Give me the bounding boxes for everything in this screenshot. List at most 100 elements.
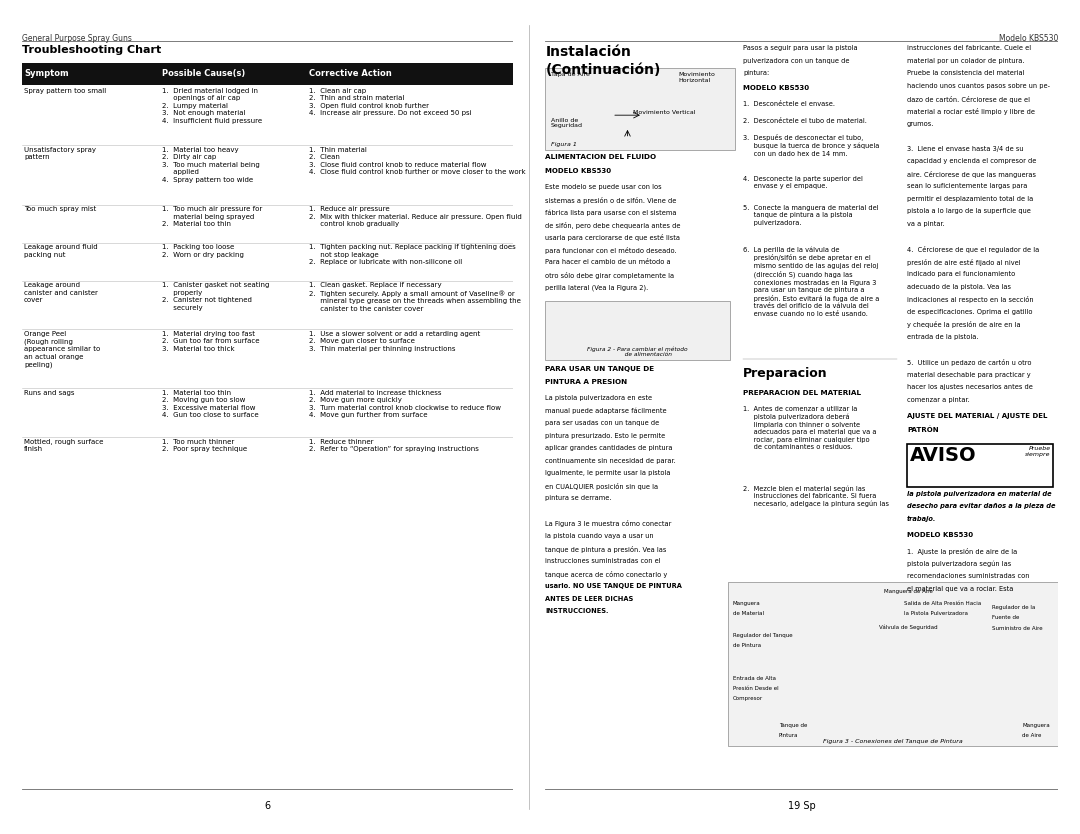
Text: Orange Peel
(Rough rolling
appearance similar to
an actual orange
peeling): Orange Peel (Rough rolling appearance si… — [24, 331, 100, 368]
Text: material a rociar esté limpio y libre de: material a rociar esté limpio y libre de — [907, 108, 1035, 115]
Text: Movimiento
Horizontal: Movimiento Horizontal — [678, 72, 716, 83]
Text: 1.  Material drying too fast
2.  Gun too far from surface
3.  Material too thick: 1. Material drying too fast 2. Gun too f… — [162, 331, 259, 352]
Text: Movimiento Vertical: Movimiento Vertical — [633, 110, 696, 115]
Text: desecho para evitar daños a la pieza de: desecho para evitar daños a la pieza de — [907, 503, 1055, 510]
Text: 2.  Mezcle bien el material según las
     instrucciones del fabricante. Si fuer: 2. Mezcle bien el material según las ins… — [743, 485, 889, 507]
Text: dazo de cartón. Cérciorese de que el: dazo de cartón. Cérciorese de que el — [907, 96, 1030, 103]
Text: para funcionar con el método deseado.: para funcionar con el método deseado. — [545, 247, 677, 254]
Text: pulverizadora con un tanque de: pulverizadora con un tanque de — [743, 58, 849, 64]
Text: de especificaciones. Oprima el gatillo: de especificaciones. Oprima el gatillo — [907, 309, 1032, 314]
Text: 2.  Desconéctele el tubo de material.: 2. Desconéctele el tubo de material. — [743, 118, 867, 123]
Text: AJUSTE DEL MATERIAL / AJUSTE DEL: AJUSTE DEL MATERIAL / AJUSTE DEL — [907, 413, 1048, 419]
Text: la pistola cuando vaya a usar un: la pistola cuando vaya a usar un — [545, 533, 654, 539]
Text: Figura 2 - Para cambiar el método
           de alimentación: Figura 2 - Para cambiar el método de ali… — [588, 346, 688, 358]
Text: 1.  Tighten packing nut. Replace packing if tightening does
     not stop leakag: 1. Tighten packing nut. Replace packing … — [309, 244, 516, 265]
Text: Leakage around fluid
packing nut: Leakage around fluid packing nut — [24, 244, 97, 258]
Text: 6.  La perilla de la válvula de
     presión/sifón se debe apretar en el
     mi: 6. La perilla de la válvula de presión/s… — [743, 246, 879, 317]
Text: Regulador de la: Regulador de la — [991, 605, 1035, 610]
Text: Mottled, rough surface
finish: Mottled, rough surface finish — [24, 439, 104, 452]
Text: 5.  Conecte la manguera de material del
     tanque de pintura a la pistola
    : 5. Conecte la manguera de material del t… — [743, 204, 878, 225]
Bar — [22, 63, 513, 84]
Text: Válvula de Seguridad: Válvula de Seguridad — [879, 625, 937, 631]
Text: 3.  Después de desconectar el tubo,
     busque la tuerca de bronce y sáquela
  : 3. Después de desconectar el tubo, busqu… — [743, 134, 879, 157]
Text: recomendaciones suministradas con: recomendaciones suministradas con — [907, 573, 1029, 579]
Text: Pasos a seguir para usar la pistola: Pasos a seguir para usar la pistola — [743, 45, 858, 52]
Text: tanque acerca de cómo conectarlo y: tanque acerca de cómo conectarlo y — [545, 570, 667, 578]
Text: ANTES DE LEER DICHAS: ANTES DE LEER DICHAS — [545, 595, 634, 602]
Text: 1.  Clean gasket. Replace if necessary
2.  Tighten securely. Apply a small amoun: 1. Clean gasket. Replace if necessary 2.… — [309, 282, 521, 312]
Text: Manguera: Manguera — [732, 601, 760, 606]
Text: 4.  Desconecte la parte superior del
     envase y el empaque.: 4. Desconecte la parte superior del enva… — [743, 175, 863, 189]
Text: 19 Sp: 19 Sp — [788, 801, 815, 811]
Text: material desechable para practicar y: material desechable para practicar y — [907, 371, 1030, 378]
Text: MODELO KBS530: MODELO KBS530 — [545, 168, 611, 174]
Text: adecuado de la pistola. Vea las: adecuado de la pistola. Vea las — [907, 284, 1011, 289]
Text: indicaciones al respecto en la sección: indicaciones al respecto en la sección — [907, 296, 1034, 304]
Text: 1.  Dried material lodged in
     openings of air cap
2.  Lumpy material
3.  Not: 1. Dried material lodged in openings of … — [162, 88, 261, 123]
Text: grumos.: grumos. — [907, 121, 934, 127]
Text: trabajo.: trabajo. — [907, 515, 936, 522]
Text: la Pistola Pulverizadora: la Pistola Pulverizadora — [905, 611, 969, 616]
Text: Pintura: Pintura — [779, 733, 798, 738]
Text: 1.  Use a slower solvent or add a retarding agent
2.  Move gun closer to surface: 1. Use a slower solvent or add a retardi… — [309, 331, 481, 352]
Text: la pistola pulverizadora en material de: la pistola pulverizadora en material de — [907, 490, 1052, 497]
Text: 1.  Ajuste la presión de aire de la: 1. Ajuste la presión de aire de la — [907, 548, 1017, 555]
Text: Para hacer el cambio de un método a: Para hacer el cambio de un método a — [545, 259, 671, 265]
Text: Too much spray mist: Too much spray mist — [24, 206, 96, 212]
Text: Pruebe
siempre: Pruebe siempre — [1025, 446, 1051, 457]
Text: 4.  Cérciorese de que el regulador de la: 4. Cérciorese de que el regulador de la — [907, 246, 1039, 253]
Text: fábrica lista para usarse con el sistema: fábrica lista para usarse con el sistema — [545, 209, 677, 216]
Text: en CUALQUIER posición sin que la: en CUALQUIER posición sin que la — [545, 483, 659, 490]
Text: capacidad y encienda el compresor de: capacidad y encienda el compresor de — [907, 158, 1037, 164]
Text: entrada de la pistola.: entrada de la pistola. — [907, 334, 978, 340]
Text: otro sólo debe girar completamente la: otro sólo debe girar completamente la — [545, 272, 675, 279]
Text: Spray pattern too small: Spray pattern too small — [24, 88, 106, 93]
Text: usarlo. NO USE TANQUE DE PINTURA: usarlo. NO USE TANQUE DE PINTURA — [545, 583, 683, 589]
Bar — [545, 68, 735, 150]
Text: pistola pulverizadora según las: pistola pulverizadora según las — [907, 560, 1011, 567]
Text: La pistola pulverizadora en este: La pistola pulverizadora en este — [545, 395, 652, 401]
Text: Tanque de: Tanque de — [779, 723, 807, 728]
Text: 1.  Packing too loose
2.  Worn or dry packing: 1. Packing too loose 2. Worn or dry pack… — [162, 244, 243, 258]
Text: Regulador del Tanque: Regulador del Tanque — [732, 632, 793, 637]
Text: de Pintura: de Pintura — [732, 643, 760, 648]
Text: tanque de pintura a presión. Vea las: tanque de pintura a presión. Vea las — [545, 545, 666, 553]
Text: pintura se derrame.: pintura se derrame. — [545, 495, 612, 501]
Text: Fuente de: Fuente de — [991, 615, 1020, 620]
Text: ALIMENTACION DEL FLUIDO: ALIMENTACION DEL FLUIDO — [545, 154, 657, 160]
Text: INSTRUCCIONES.: INSTRUCCIONES. — [545, 608, 609, 615]
Text: Modelo KBS530: Modelo KBS530 — [999, 34, 1058, 43]
Text: 1.  Desconéctele el envase.: 1. Desconéctele el envase. — [743, 101, 835, 107]
Text: 1.  Add material to increase thickness
2.  Move gun more quickly
3.  Turn materi: 1. Add material to increase thickness 2.… — [309, 390, 501, 419]
Text: instrucciones del fabricante. Cuele el: instrucciones del fabricante. Cuele el — [907, 45, 1031, 52]
Text: instrucciones suministradas con el: instrucciones suministradas con el — [545, 558, 661, 564]
Text: 1.  Material too thin
2.  Moving gun too slow
3.  Excessive material flow
4.  Gu: 1. Material too thin 2. Moving gun too s… — [162, 390, 258, 419]
Text: Igualmente, le permite usar la pistola: Igualmente, le permite usar la pistola — [545, 470, 671, 476]
Text: 1.  Material too heavy
2.  Dirty air cap
3.  Too much material being
     applie: 1. Material too heavy 2. Dirty air cap 3… — [162, 147, 259, 183]
Text: indicado para el funcionamiento: indicado para el funcionamiento — [907, 271, 1015, 277]
Text: pintura presurizado. Esto le permite: pintura presurizado. Esto le permite — [545, 433, 665, 439]
Text: 1.  Too much thinner
2.  Poor spray technique: 1. Too much thinner 2. Poor spray techni… — [162, 439, 246, 452]
Text: sean lo suficientemente largas para: sean lo suficientemente largas para — [907, 183, 1027, 189]
Bar — [545, 301, 730, 359]
Text: usarla para cerciorarse de que esté lista: usarla para cerciorarse de que esté list… — [545, 234, 680, 241]
Text: Anillo de
Seguridad: Anillo de Seguridad — [551, 118, 582, 128]
Text: pistola a lo largo de la superficie que: pistola a lo largo de la superficie que — [907, 208, 1031, 214]
Text: Figura 3 - Conexiones del Tanque de Pintura: Figura 3 - Conexiones del Tanque de Pint… — [823, 739, 963, 744]
Text: sistemas a presión o de sifón. Viene de: sistemas a presión o de sifón. Viene de — [545, 197, 677, 203]
Text: PATRÓN: PATRÓN — [907, 426, 939, 433]
Text: comenzar a pintar.: comenzar a pintar. — [907, 397, 970, 403]
Text: Unsatisfactory spray
pattern: Unsatisfactory spray pattern — [24, 147, 96, 160]
Text: AVISO: AVISO — [909, 446, 976, 465]
Text: Presión Desde el: Presión Desde el — [732, 686, 779, 691]
Text: 1.  Reduce thinner
2.  Refer to “Operation” for spraying instructions: 1. Reduce thinner 2. Refer to “Operation… — [309, 439, 478, 452]
Text: Preparacion: Preparacion — [743, 367, 827, 379]
Text: 1.  Canister gasket not seating
     properly
2.  Canister not tightened
     se: 1. Canister gasket not seating properly … — [162, 282, 269, 310]
Text: PARA USAR UN TANQUE DE: PARA USAR UN TANQUE DE — [545, 366, 654, 372]
Text: Instalación: Instalación — [545, 45, 632, 59]
Text: manual puede adaptarse fácilmente: manual puede adaptarse fácilmente — [545, 408, 667, 414]
Text: hacer los ajustes necesarios antes de: hacer los ajustes necesarios antes de — [907, 384, 1032, 390]
Text: 1.  Too much air pressure for
     material being sprayed
2.  Material too thin: 1. Too much air pressure for material be… — [162, 206, 261, 227]
Bar — [728, 581, 1058, 746]
Text: presión de aire esté fijado al nivel: presión de aire esté fijado al nivel — [907, 259, 1021, 266]
